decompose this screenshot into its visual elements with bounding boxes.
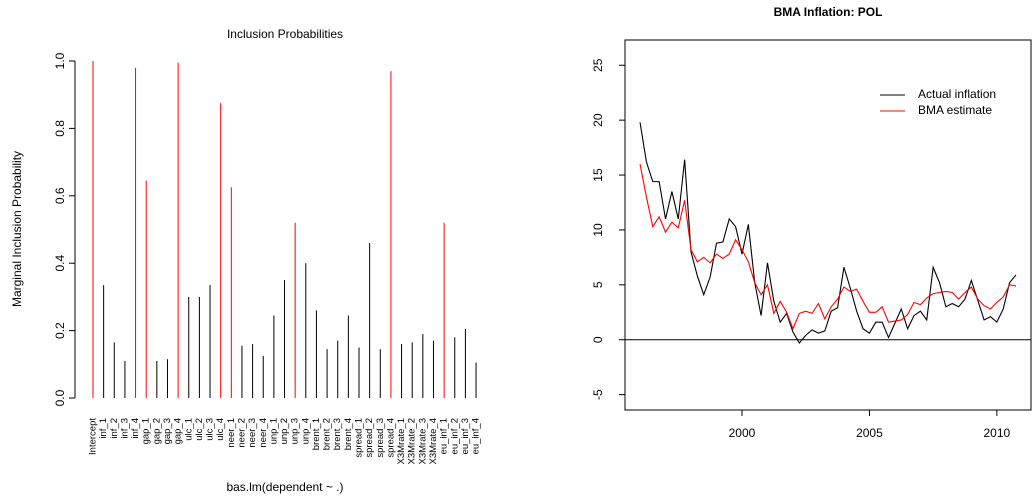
x-tick-label: unp_3 — [290, 418, 301, 444]
y-axis-label: Marginal Inclusion Probability — [10, 151, 24, 307]
x-tick-label: gap_4 — [173, 418, 184, 444]
x-tick-label: 2000 — [729, 426, 756, 440]
x-tick-label: brent_3 — [332, 418, 343, 450]
x-tick-label: X3Mrate_2 — [407, 418, 418, 464]
y-tick-label: 5 — [591, 281, 605, 288]
x-tick-label: ulc_2 — [194, 418, 205, 441]
x-tick-label: unp_2 — [279, 418, 290, 444]
x-tick-label: ulc_4 — [215, 418, 226, 441]
x-tick-label: Intercept — [88, 418, 99, 455]
x-tick-label: eu_inf_2 — [449, 418, 460, 454]
y-tick-label: 25 — [591, 58, 605, 72]
x-tick-label: unp_4 — [300, 418, 311, 444]
x-tick-label: 2010 — [983, 426, 1010, 440]
y-tick-label: 10 — [591, 223, 605, 237]
x-tick-label: spread_4 — [385, 418, 396, 458]
y-tick-label: 20 — [591, 113, 605, 127]
x-tick-label: X3Mrate_4 — [428, 418, 439, 464]
x-tick-label: neer_4 — [258, 418, 269, 448]
x-tick-label: eu_inf_1 — [439, 418, 450, 454]
x-tick-label: neer_3 — [247, 418, 258, 448]
x-tick-label: spread_1 — [354, 418, 365, 458]
x-tick-label: neer_2 — [236, 418, 247, 448]
x-tick-label: inf_4 — [130, 418, 141, 439]
x-tick-label: spread_3 — [375, 418, 386, 458]
y-tick-label: 0.2 — [53, 322, 67, 339]
x-tick-label: inf_2 — [109, 418, 120, 439]
chart-title: Inclusion Probabilities — [227, 27, 343, 41]
x-tick-label: eu_inf_4 — [471, 418, 482, 454]
x-tick-label: spread_2 — [364, 418, 375, 458]
x-tick-label: gap_2 — [151, 418, 162, 444]
plot-box — [624, 39, 1032, 411]
x-tick-label: ulc_3 — [205, 418, 216, 441]
series-line — [639, 122, 1017, 344]
x-tick-label: inf_1 — [98, 418, 109, 439]
y-tick-label: 0.0 — [53, 389, 67, 406]
x-tick-label: unp_1 — [268, 418, 279, 444]
y-tick-label: 0.8 — [53, 120, 67, 137]
legend-label: Actual inflation — [918, 87, 996, 101]
x-tick-label: X3Mrate_3 — [417, 418, 428, 464]
x-tick-label: eu_inf_3 — [460, 418, 471, 454]
y-tick-label: 0.6 — [53, 187, 67, 204]
x-tick-label: brent_4 — [343, 418, 354, 450]
x-tick-label: ulc_1 — [183, 418, 194, 441]
chart-title: BMA Inflation: POL — [774, 5, 883, 19]
x-tick-label: gap_1 — [141, 418, 152, 444]
x-tick-label: gap_3 — [162, 418, 173, 444]
y-tick-label: 0 — [591, 336, 605, 343]
x-axis-label: bas.lm(dependent ~ .) — [226, 480, 343, 494]
x-tick-label: neer_1 — [226, 418, 237, 448]
x-tick-label: 2005 — [856, 426, 883, 440]
y-tick-label: 15 — [591, 168, 605, 182]
y-tick-label: 0.4 — [53, 255, 67, 272]
x-tick-label: X3Mrate_1 — [396, 418, 407, 464]
x-tick-label: brent_2 — [322, 418, 333, 450]
x-tick-label: brent_1 — [311, 418, 322, 450]
y-tick-label: -5 — [591, 389, 605, 400]
y-tick-label: 1.0 — [53, 52, 67, 69]
series-line — [639, 163, 1017, 331]
legend-label: BMA estimate — [918, 103, 992, 117]
x-tick-label: inf_3 — [119, 418, 130, 439]
